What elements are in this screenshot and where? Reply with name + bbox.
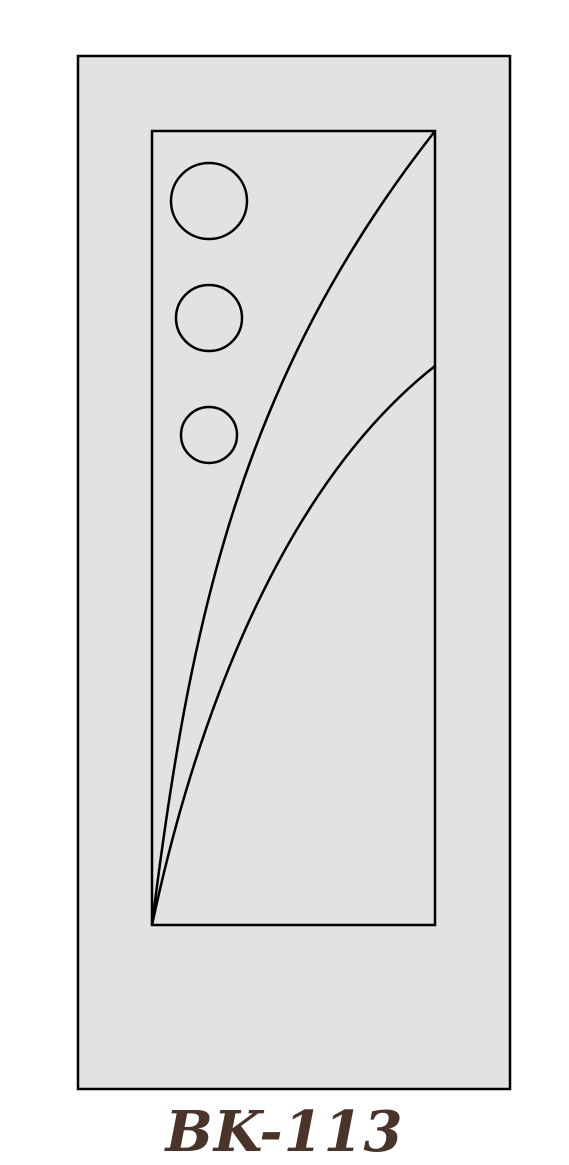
circle-small: [179, 405, 239, 465]
circle-medium: [174, 283, 244, 353]
curve-upper: [150, 130, 436, 926]
circle-large: [169, 161, 249, 241]
door-slab: [76, 54, 512, 1091]
door-inner-panel: [150, 129, 437, 927]
curve-lower: [150, 365, 436, 926]
model-code-label: BK-113: [165, 1099, 404, 1165]
door-drawing: [76, 54, 512, 1091]
